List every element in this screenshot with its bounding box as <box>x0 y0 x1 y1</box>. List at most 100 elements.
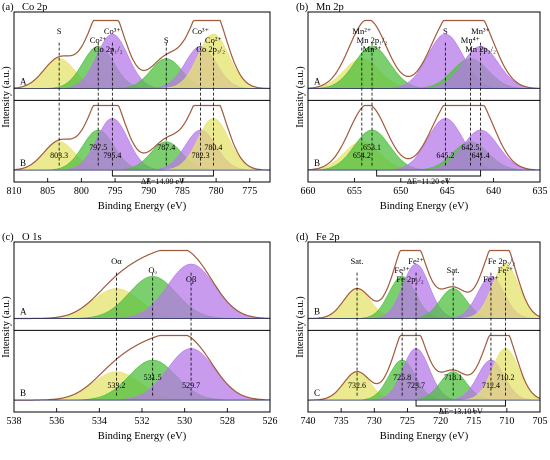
x-tick-label: 710 <box>499 416 514 427</box>
x-tick-label: 526 <box>263 416 278 427</box>
peak-name-label: Fe 2p₃/₂ <box>488 256 515 266</box>
panel-label: (c) <box>2 232 14 243</box>
x-axis-label: Binding Energy (eV) <box>380 431 469 442</box>
peak-value-label: 654.2 <box>353 151 371 160</box>
panel-title: O 1s <box>22 232 42 243</box>
peak-value-label: 795.4 <box>103 151 121 160</box>
x-tick-label: 785 <box>175 186 190 197</box>
peak-name-label: Oβ <box>186 274 196 284</box>
panel-title: Fe 2p <box>316 232 340 243</box>
x-tick-label: 640 <box>486 186 501 197</box>
x-tick-label: 790 <box>141 186 156 197</box>
spectrum-label-lower: B <box>314 158 320 168</box>
peak-value-label: 710.2 <box>497 373 515 382</box>
x-tick-label: 715 <box>466 416 481 427</box>
peak-name-label: Co 2p₃/₂ <box>196 44 225 54</box>
panel-label: (a) <box>2 2 14 13</box>
peak-name-label: Fe³⁺ <box>394 265 410 275</box>
envelope-curve-upper <box>14 249 270 320</box>
envelope-curve-upper <box>307 19 540 89</box>
peak-name-label: Mn³⁺ <box>363 44 382 54</box>
spectrum-label-lower: B <box>20 388 26 398</box>
peak-value-label: 641.4 <box>472 151 490 160</box>
peak-name-label: Mn²⁺ <box>352 26 371 36</box>
peak-value-label: 803.3 <box>50 151 68 160</box>
peak-name-label: Mn 2p₃/₂ <box>465 44 496 54</box>
x-tick-label: 655 <box>347 186 362 197</box>
x-tick-label: 735 <box>334 416 349 427</box>
peak-name-label: Co 2p₁/₂ <box>94 44 123 54</box>
spectrum-label-lower: C <box>314 388 320 398</box>
peak-name-label: Oα <box>111 256 122 266</box>
spectrum-label-upper: A <box>314 77 321 87</box>
peak-name-label: Co³⁺ <box>104 26 121 36</box>
x-tick-label: 720 <box>433 416 448 427</box>
peak-name-label: Fe³⁺ <box>483 274 499 284</box>
peak-name-label: Fe²⁺ <box>408 256 424 266</box>
panel-title: Mn 2p <box>316 2 344 13</box>
x-tick-label: 810 <box>7 186 22 197</box>
envelope-curve-upper <box>308 249 541 320</box>
peak-value-label: 533.2 <box>107 381 125 390</box>
peak-name-label: S <box>443 26 448 36</box>
peak-name-label: Mn 2p₁/₂ <box>357 35 388 45</box>
plot-frame <box>13 11 271 183</box>
y-axis-label: Intensity (a.u.) <box>295 296 306 358</box>
x-tick-label: 528 <box>220 416 235 427</box>
x-tick-label: 532 <box>135 416 150 427</box>
peak-value-label: 712.4 <box>482 381 500 390</box>
x-tick-label: 775 <box>242 186 257 197</box>
x-tick-label: 795 <box>108 186 123 197</box>
x-tick-label: 538 <box>7 416 22 427</box>
peak-name-label: Mn⁴⁺ <box>461 35 481 45</box>
peak-name-label: Fe²⁺ <box>498 265 514 275</box>
x-tick-label: 725 <box>400 416 415 427</box>
x-tick-label: 740 <box>301 416 316 427</box>
panel-label: (b) <box>296 2 309 13</box>
x-tick-label: 536 <box>49 416 64 427</box>
y-axis-label: Intensity (a.u.) <box>295 66 306 128</box>
x-tick-label: 705 <box>533 416 548 427</box>
peak-name-label: Co²⁺ <box>205 35 222 45</box>
x-axis-label: Binding Energy (eV) <box>380 201 469 212</box>
peak-value-label: 531.5 <box>144 373 162 382</box>
peak-value-label: 787.4 <box>157 143 175 152</box>
x-tick-label: 660 <box>301 186 316 197</box>
peak-name-label: Co²⁺ <box>90 35 107 45</box>
peak-name-label: Sat. <box>447 265 460 275</box>
peak-value-label: 797.5 <box>89 143 107 152</box>
peak-value-label: 780.4 <box>204 143 222 152</box>
peak-name-label: S <box>164 35 169 45</box>
peak-value-label: 642.5 <box>461 143 479 152</box>
x-tick-label: 530 <box>177 416 192 427</box>
x-axis-label: Binding Energy (eV) <box>98 431 187 442</box>
spectrum-label-lower: B <box>20 158 26 168</box>
panel-label: (d) <box>296 232 309 243</box>
peak-value-label: 725.8 <box>393 373 411 382</box>
delta-bracket <box>111 170 214 177</box>
peak-name-label: Sat. <box>351 256 364 266</box>
x-tick-label: 645 <box>440 186 455 197</box>
peak-value-label: 718.1 <box>444 373 462 382</box>
peak-value-label: 723.7 <box>407 381 425 390</box>
spectrum-label-upper: A <box>20 77 27 87</box>
x-tick-label: 635 <box>533 186 548 197</box>
delta-bracket <box>415 400 506 407</box>
panel-c: A B 533.2 531.5 529.7 Oα Oₒ Oβ 538 536 534 532 530 52… <box>1 232 278 442</box>
spectrum-label-upper: B <box>314 307 320 317</box>
panel-title: Co 2p <box>22 2 47 13</box>
peak-value-label: 782.3 <box>192 151 210 160</box>
envelope-curve-lower <box>308 334 541 401</box>
y-axis-label: Intensity (a.u.) <box>1 66 12 128</box>
x-tick-label: 805 <box>40 186 55 197</box>
x-tick-label: 800 <box>74 186 89 197</box>
peak-value-label: 645.2 <box>436 151 454 160</box>
peak-value-label: 529.7 <box>182 381 200 390</box>
peak-name-label: Fe 2p₁/₂ <box>396 274 423 284</box>
x-tick-label: 650 <box>393 186 408 197</box>
x-axis-label: Binding Energy (eV) <box>98 201 187 212</box>
envelope-curve-lower <box>307 104 541 171</box>
